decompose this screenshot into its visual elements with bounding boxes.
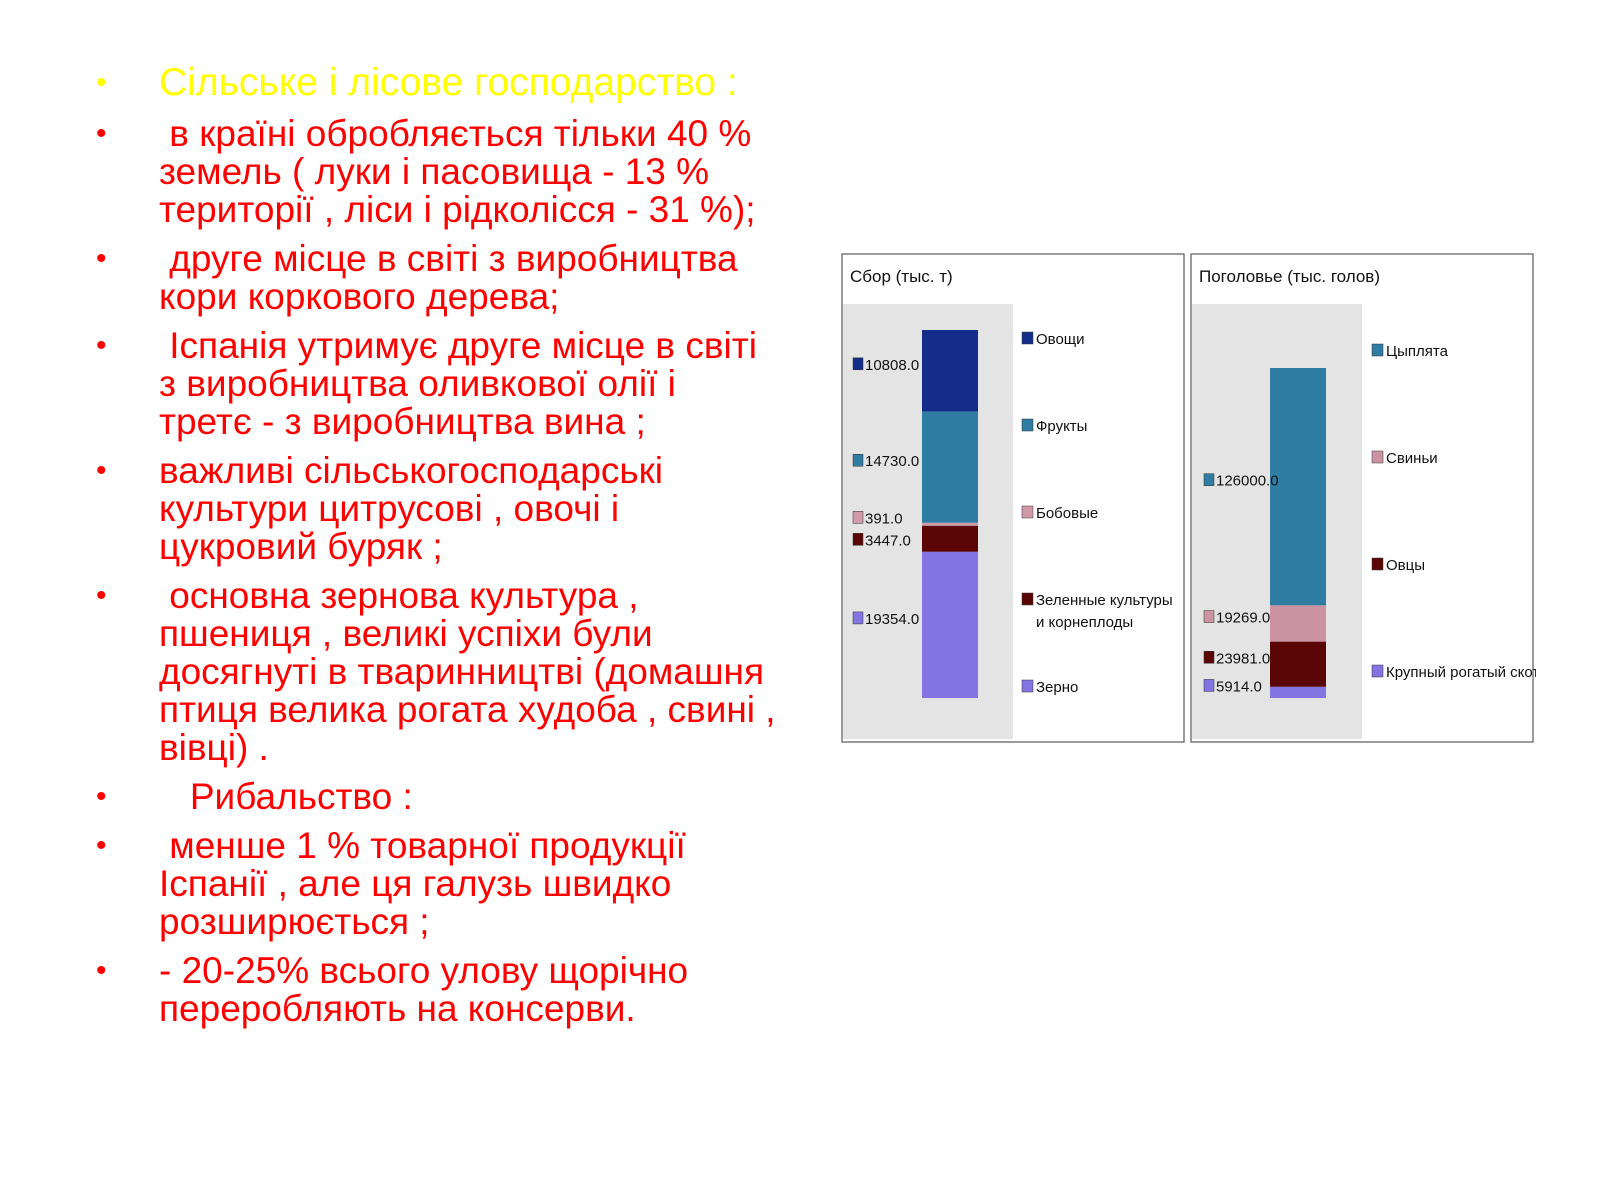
bullet-marker: •: [96, 579, 107, 612]
data-label: 3447.0: [865, 532, 911, 549]
bar-segment: [1270, 368, 1326, 606]
data-label: 10808.0: [865, 357, 919, 374]
bullet-text: - 20-25% всього улову щорічно переробляю…: [159, 950, 699, 1029]
bullet-text: Іспанія утримує друге місце в світі з ви…: [159, 325, 768, 442]
chart-title: Поголовье (тыс. голов): [1199, 267, 1380, 286]
label-swatch: [1203, 473, 1215, 486]
bullet-text: в країні обробляється тільки 40 % земель…: [159, 113, 762, 230]
legend-swatch: [1021, 331, 1034, 345]
legend-entry-cont: и корнеплоды: [1036, 614, 1133, 631]
label-swatch: [852, 611, 864, 625]
label-swatch: [852, 357, 864, 371]
legend-entry: Зерно: [1036, 679, 1078, 696]
bar-segment: [922, 525, 978, 552]
bullet-text: важливі сільськогосподарські культури ци…: [159, 450, 674, 567]
bullet-text: друге місце в світі з виробництва кори к…: [159, 238, 748, 317]
bullet-marker: •: [96, 829, 107, 862]
label-swatch: [1203, 610, 1215, 623]
bar-segment: [1270, 605, 1326, 642]
stacked-bar-charts: Сбор (тыс. т) 10808.0 14730.0 391.0 3447.0 19…: [841, 253, 1536, 743]
bar-segment: [922, 522, 978, 526]
bullet-marker: •: [96, 954, 107, 987]
legend-entry: Овощи: [1036, 331, 1085, 348]
label-swatch: [852, 533, 864, 546]
bullet-item: • - 20-25% всього улову щорічно переробля…: [96, 952, 776, 1028]
legend-entry: Фрукты: [1036, 418, 1087, 435]
chart-title: Сбор (тыс. т): [850, 267, 953, 286]
bar-segment: [1270, 641, 1326, 687]
legend-swatch: [1021, 418, 1034, 432]
bullet-text: менше 1 % товарної продукції Іспанії , а…: [159, 825, 697, 942]
bullet-item: • менше 1 % товарної продукції Іспанії ,…: [96, 827, 776, 941]
legend-swatch: [1021, 679, 1034, 693]
bullet-heading-agriculture: Сільське і лісове господарство :: [159, 61, 738, 104]
data-label: 14730.0: [865, 453, 919, 470]
bullet-marker: •: [96, 66, 107, 99]
label-swatch: [852, 511, 864, 524]
legend-entry: Цыплята: [1386, 343, 1449, 360]
legend-swatch: [1021, 505, 1034, 519]
data-label: 5914.0: [1216, 678, 1262, 695]
data-label: 19354.0: [865, 611, 919, 628]
legend-entry: Зеленные культуры: [1036, 592, 1173, 609]
bullet-marker: •: [96, 780, 107, 813]
bullet-marker: •: [96, 329, 107, 362]
data-label: 19269.0: [1216, 610, 1270, 627]
bullet-item: • Рибальство :: [96, 778, 776, 816]
charts-area: Сбор (тыс. т) 10808.0 14730.0 391.0 3447.0 19…: [840, 252, 1536, 746]
bullet-item: • Іспанія утримує друге місце в світі з …: [96, 327, 776, 441]
legend-swatch: [1371, 557, 1384, 571]
data-label: 23981.0: [1216, 650, 1270, 667]
label-swatch: [1203, 679, 1215, 692]
bar-segment: [922, 411, 978, 523]
bullet-marker: •: [96, 454, 107, 487]
label-swatch: [1203, 651, 1215, 664]
legend-swatch: [1371, 343, 1384, 357]
legend-swatch: [1021, 592, 1034, 606]
bullet-item: • друге місце в світі з виробництва кори…: [96, 240, 776, 316]
data-label: 126000.0: [1216, 473, 1279, 490]
bullet-item: • в країні обробляється тільки 40 % земе…: [96, 115, 776, 229]
bullet-heading-fishing: Рибальство :: [159, 776, 413, 817]
legend-entry: Крупный рогатый скот: [1386, 664, 1536, 681]
bullet-item: • Сільське і лісове господарство :: [96, 62, 776, 104]
bullet-item: • важливі сільськогосподарські культури ц…: [96, 452, 776, 566]
legend-swatch: [1371, 450, 1384, 464]
legend-swatch: [1371, 664, 1384, 678]
bar-segment: [1270, 686, 1326, 698]
bullet-list: • Сільське і лісове господарство : • в кр…: [96, 62, 776, 1039]
legend-entry: Свиньи: [1386, 450, 1438, 467]
label-swatch: [852, 453, 864, 467]
bullet-item: • основна зернова культура , пшениця , в…: [96, 577, 776, 767]
bullet-marker: •: [96, 117, 107, 150]
bullet-text: основна зернова культура , пшениця , вел…: [159, 575, 786, 768]
legend-entry: Овцы: [1386, 557, 1425, 574]
bullet-marker: •: [96, 242, 107, 275]
legend-entry: Бобовые: [1036, 505, 1098, 522]
bar-segment: [922, 551, 978, 698]
bar-segment: [922, 330, 978, 412]
data-label: 391.0: [865, 510, 903, 527]
